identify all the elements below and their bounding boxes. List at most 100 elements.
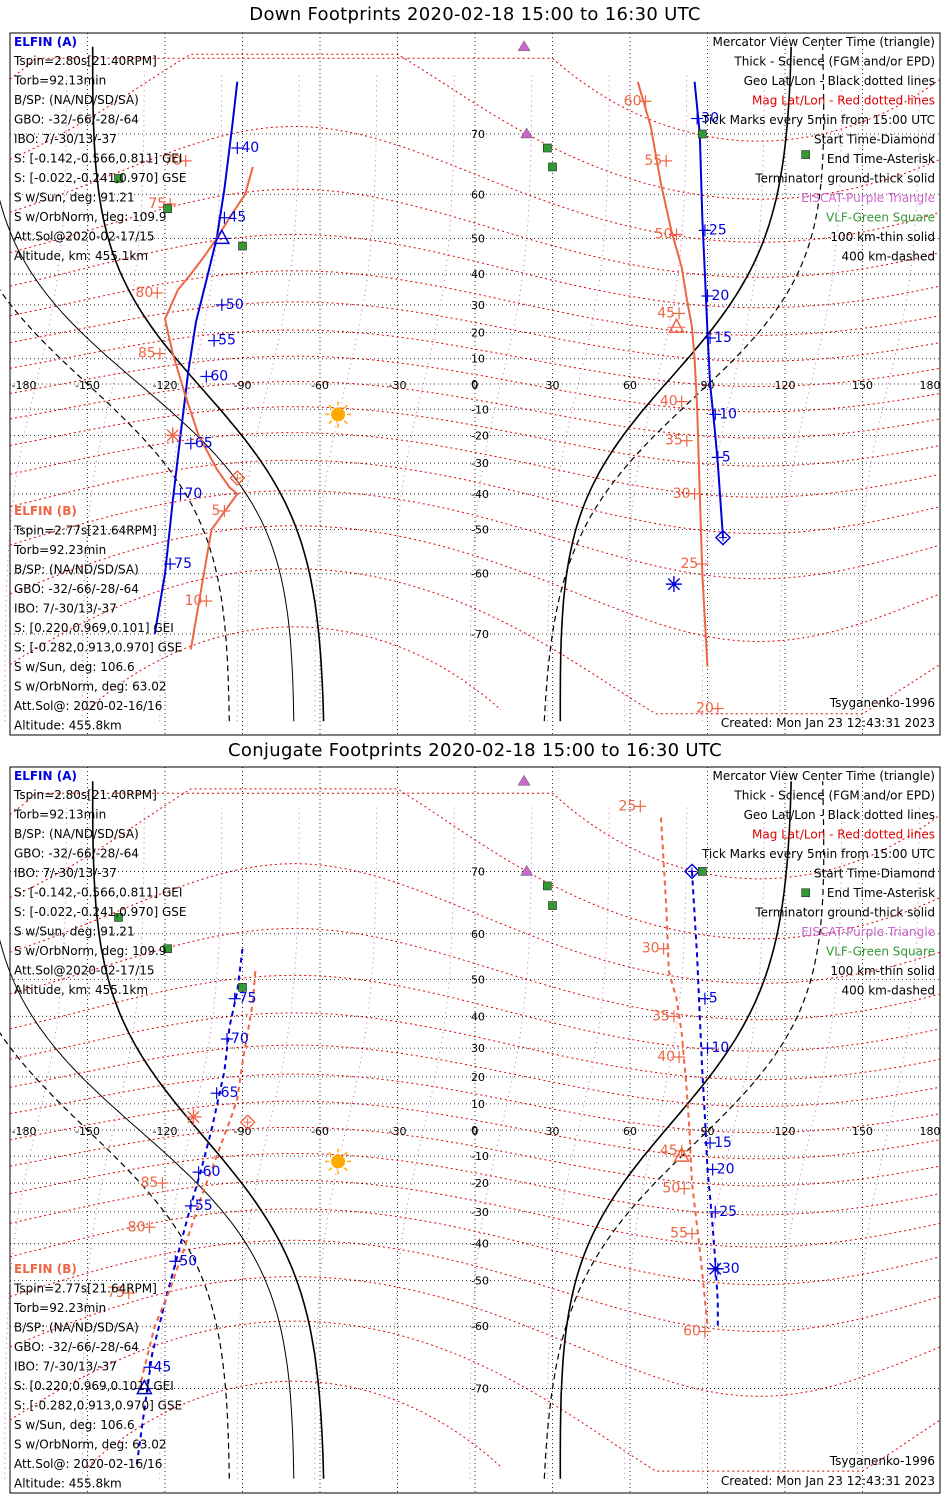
- elfin-b-info-line: Torb=92.23min: [13, 543, 106, 557]
- mag-lat-line: [87, 1380, 502, 1468]
- x-tick-label: -90: [234, 1125, 252, 1138]
- sun-ray: [328, 1167, 333, 1172]
- terminator: [0, 781, 825, 1479]
- x-tick-label: -60: [311, 379, 329, 392]
- y-tick-label: -20: [471, 429, 489, 442]
- mag-lon-line: [314, 806, 378, 1479]
- track-tick-label: 60: [624, 93, 642, 109]
- track-tick-labels: 75 70 65 60 55 50 45 5 10 15 20 25 30: [143, 991, 740, 1375]
- y-tick-label: -50: [471, 524, 489, 537]
- track-tick-label: 30: [722, 1261, 740, 1277]
- legend-entry: VLF-Green Square: [826, 211, 935, 225]
- created-label: Created: Mon Jan 23 12:43:31 2023: [721, 1474, 935, 1488]
- elfin-b-info-line: GBO: -32/-66/-28/-64: [14, 582, 139, 596]
- series-line-0: [135, 948, 244, 1466]
- mag-lat-line: [87, 626, 502, 711]
- elfin-b-info-line: Att.Sol@: 2020-02-16/16: [14, 1457, 162, 1471]
- track-tick-label: 55: [670, 1226, 688, 1242]
- start-diamond: [239, 1114, 256, 1131]
- center-triangle: [668, 317, 685, 334]
- vlf-square: [114, 174, 123, 183]
- created-label: Created: Mon Jan 23 12:43:31 2023: [721, 716, 935, 730]
- elfin-b-info-line: Tspin=2.77s[21.64RPM]: [13, 1282, 157, 1296]
- elfin-a-info-line: S: [-0.142,-0.566,0.811] GEI: [14, 886, 182, 900]
- sun-ray: [343, 1151, 348, 1156]
- axis-labels: -180 -150 -120 -90 -60 -30 0 30 60 90 120 150 180 70 6…: [12, 128, 941, 641]
- track-tick-label: 10: [719, 406, 737, 422]
- elfin-a-info-line: B/SP: (NA/ND/SD/SA): [14, 827, 139, 841]
- vlf-square: [548, 901, 557, 910]
- elfin-a-info-line: S w/OrbNorm, deg: 109.9: [14, 944, 166, 958]
- y-tick-label: 50: [471, 232, 485, 245]
- elfin-a-info: ELFIN (A) Tspin=2.80s[21.40RPM] Torb=92.13…: [13, 769, 187, 997]
- track-tick-label: 80: [128, 1219, 146, 1235]
- start-diamond: [715, 529, 731, 546]
- y-tick-label: -60: [471, 1320, 489, 1333]
- x-tick-label: 60: [623, 379, 637, 392]
- elfin-b-info-line: GBO: -32/-66/-28/-64: [14, 1340, 139, 1354]
- elfin-a-info-line: S w/Sun, deg: 91.21: [14, 191, 135, 205]
- legend-entry: Start Time-Diamond: [814, 133, 935, 147]
- y-tick-label: 30: [471, 299, 485, 312]
- track-tick-label: 70: [231, 1031, 249, 1047]
- track-tick-label: 30: [642, 941, 660, 957]
- elfin-a-info-line: S: [-0.022,-0.241,0.970] GSE: [14, 171, 187, 185]
- track-tick-label: 55: [218, 333, 236, 349]
- y-tick-label: 20: [471, 327, 485, 340]
- y-tick-label: -40: [471, 1238, 489, 1251]
- bottom-footprint-map: -180 -150 -120 -90 -60 -30 0 30 60 90 120 150 180 70 6…: [0, 766, 941, 1494]
- center-triangle: [673, 1146, 690, 1162]
- mag-lon-line: [4, 806, 68, 1479]
- legend-entry: VLF-Green Square: [826, 945, 935, 959]
- y-tick-label: 60: [471, 928, 485, 941]
- track-tick-label: 5: [709, 991, 718, 1007]
- eiscat-triangle: [520, 127, 534, 139]
- y-tick-label: -10: [471, 403, 489, 416]
- elfin-a-info-line: Torb=92.13min: [13, 808, 106, 822]
- legend-entry: 100 km-thin solid: [830, 230, 935, 244]
- mag-lat-line: [9, 863, 941, 984]
- end-asterisk: [166, 429, 179, 442]
- track-tick-label: 60: [683, 1324, 701, 1340]
- x-tick-label: 180: [920, 1125, 941, 1138]
- track-tick-label: 25: [681, 556, 699, 572]
- elfin-b-info-line: Tspin=2.77s[21.64RPM]: [13, 524, 157, 538]
- legend-entry: EISCAT-Purple Triangle: [801, 925, 935, 939]
- track-tick-label: 35: [665, 433, 683, 449]
- elfin-a-info-line: IBO: 7/-30/13/-37: [14, 866, 117, 880]
- sun-ray: [328, 1151, 333, 1156]
- mag-lon-line: [236, 806, 300, 1479]
- track-tick-label: 15: [714, 1135, 732, 1151]
- sun-icon: [325, 401, 352, 428]
- legend-entry: Mag Lat/Lon - Red dotted lines: [752, 94, 935, 108]
- x-tick-label: 90: [701, 1125, 715, 1138]
- track-tick-label: 65: [195, 435, 213, 451]
- mag-lon-line: [779, 806, 843, 1479]
- vlf-square: [163, 204, 172, 214]
- elfin-a-info-line: GBO: -32/-66/-28/-64: [14, 113, 139, 127]
- elfin-a-info-line: S w/Sun, deg: 91.21: [14, 925, 135, 939]
- track-tick-label: 85: [138, 346, 156, 362]
- y-tick-label: 0: [471, 378, 478, 391]
- legend-entry: Mag Lat/Lon - Red dotted lines: [752, 828, 935, 842]
- elfin-b-info-line: IBO: 7/-30/13/-37: [14, 1360, 117, 1374]
- sun-disc: [331, 407, 346, 422]
- elfin-b-info: ELFIN (B) Tspin=2.77s[21.64RPM] Torb=92.23…: [13, 504, 182, 733]
- sun-ray: [343, 1167, 348, 1172]
- legend-entry: Terminator: ground-thick solid: [754, 906, 935, 920]
- elfin-a-info-line: IBO: 7/-30/13/-37: [14, 132, 117, 146]
- track-tick-label: 50: [655, 226, 673, 242]
- x-tick-label: -150: [75, 379, 100, 392]
- x-tick-label: 150: [852, 379, 873, 392]
- series-line-0: [153, 81, 239, 635]
- track-tick-label: 30: [701, 111, 719, 127]
- start-diamond: [229, 470, 246, 487]
- terminator-ground-east: [559, 46, 792, 722]
- mag-lat-line: [9, 568, 941, 715]
- sun-ray: [328, 420, 333, 425]
- x-tick-label: -30: [389, 1125, 407, 1138]
- sun-ray: [343, 420, 348, 425]
- y-tick-label: 30: [471, 1042, 485, 1055]
- center-triangle: [136, 1378, 153, 1395]
- mag-lat-line: [9, 1179, 941, 1248]
